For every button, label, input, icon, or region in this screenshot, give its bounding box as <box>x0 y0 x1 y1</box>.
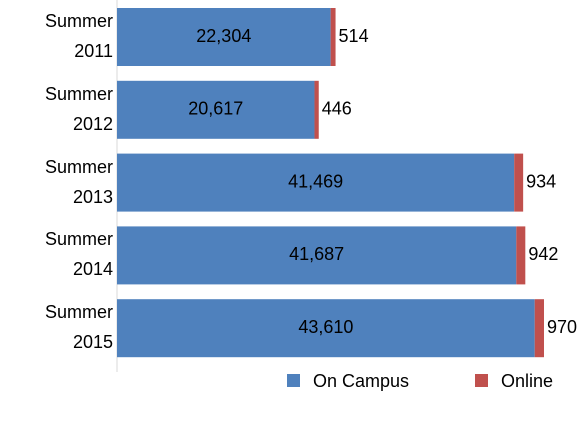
value-label: 942 <box>528 244 558 264</box>
value-label: 446 <box>322 99 352 119</box>
legend-label: On Campus <box>313 371 409 391</box>
bar-segment <box>117 80 315 139</box>
bar-segment <box>516 226 526 285</box>
bar-segment <box>314 80 319 139</box>
bar-segment <box>330 8 336 66</box>
value-label: 41,687 <box>289 244 344 264</box>
legend-label: Online <box>501 371 553 391</box>
value-label: 514 <box>339 26 369 46</box>
value-label: 970 <box>547 317 577 337</box>
category-label: Summer 2012 <box>44 83 113 134</box>
value-label: 22,304 <box>196 26 251 46</box>
bar-segment <box>117 299 535 358</box>
value-label: 41,469 <box>288 171 343 191</box>
value-label: 43,610 <box>298 317 353 337</box>
bar-segment <box>117 8 331 66</box>
category-label: Summer 2013 <box>44 156 113 207</box>
category-label: Summer 2011 <box>44 11 113 61</box>
bar-segment <box>534 299 544 358</box>
category-label: Summer 2015 <box>44 302 113 353</box>
bar-segment <box>117 153 515 212</box>
value-label: 934 <box>526 171 556 191</box>
bar-segment <box>117 226 517 285</box>
legend-swatch <box>287 374 300 387</box>
value-label: 20,617 <box>188 99 243 119</box>
legend-swatch <box>475 374 488 387</box>
bar-segment <box>514 153 524 212</box>
category-label: Summer 2014 <box>44 229 113 280</box>
